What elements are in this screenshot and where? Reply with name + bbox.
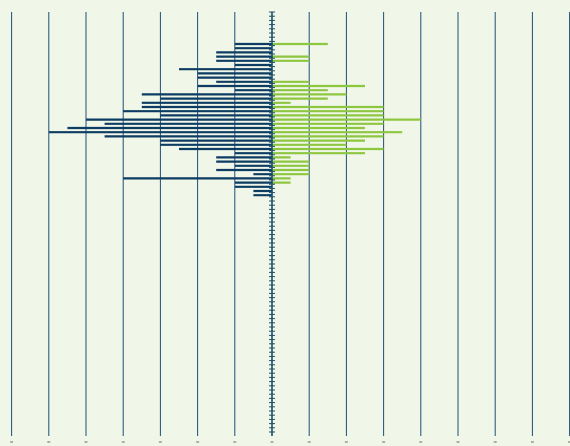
gridlines xyxy=(11,12,570,436)
left-series-bars xyxy=(48,42,272,197)
right-series-bars xyxy=(272,42,421,184)
center-axis xyxy=(269,11,275,436)
